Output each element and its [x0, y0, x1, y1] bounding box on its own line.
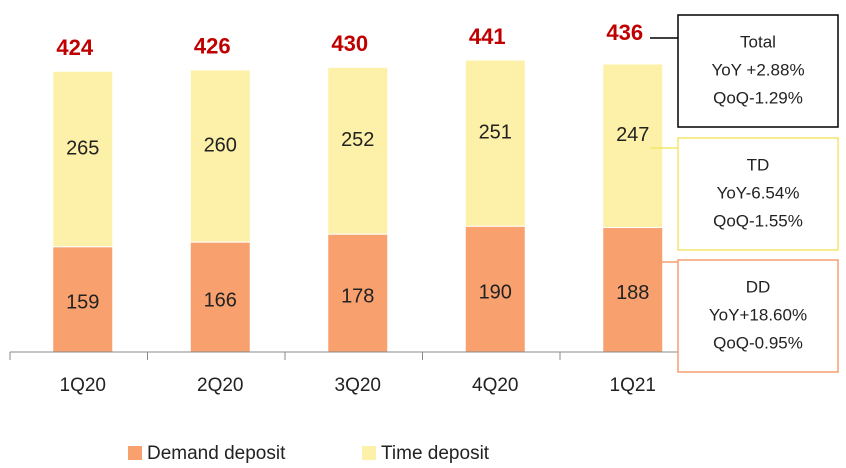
annotation-text: DD	[746, 277, 771, 296]
data-label: 178	[341, 285, 374, 307]
data-label: 252	[341, 129, 374, 151]
total-label: 424	[56, 35, 93, 60]
bar-segment	[327, 233, 389, 353]
data-label: 188	[616, 282, 649, 304]
x-tick-label: 4Q20	[472, 375, 518, 396]
x-tick-label: 1Q20	[60, 375, 106, 396]
annotation-text: TD	[747, 155, 770, 174]
annotation-text: QoQ-1.55%	[713, 211, 803, 230]
data-label: 247	[616, 124, 649, 146]
annotation-box	[677, 259, 839, 373]
annotation-text: Total	[740, 32, 776, 51]
bar-segment	[52, 246, 114, 353]
bar-segment	[602, 63, 664, 229]
data-label: 251	[479, 121, 512, 143]
x-tick-label: 1Q21	[610, 375, 656, 396]
legend-label: Time deposit	[381, 443, 490, 464]
annotation-text: QoQ-0.95%	[713, 333, 803, 352]
data-label: 166	[204, 289, 237, 311]
legend-swatch	[362, 446, 376, 460]
annotation-text: YoY+18.60%	[709, 305, 807, 324]
legend-label: Demand deposit	[147, 443, 286, 464]
data-label: 265	[66, 137, 99, 159]
total-label: 430	[331, 31, 368, 56]
x-tick-label: 2Q20	[197, 375, 243, 396]
bar-segment	[52, 70, 114, 248]
total-label: 436	[606, 20, 643, 45]
data-label: 260	[204, 134, 237, 156]
annotation-text: YoY-6.54%	[717, 183, 800, 202]
annotation-box	[677, 137, 839, 251]
x-tick-label: 3Q20	[335, 375, 381, 396]
data-label: 159	[66, 292, 99, 314]
legend-swatch	[128, 446, 142, 460]
bar-segment	[464, 59, 526, 227]
total-label: 426	[194, 34, 231, 59]
annotation-text: YoY +2.88%	[711, 60, 804, 79]
total-label: 441	[469, 24, 506, 49]
bar-segment	[327, 66, 389, 235]
data-label: 190	[479, 281, 512, 303]
annotation-box	[677, 14, 839, 128]
bar-segment	[189, 69, 251, 243]
annotation-text: QoQ-1.29%	[713, 88, 803, 107]
